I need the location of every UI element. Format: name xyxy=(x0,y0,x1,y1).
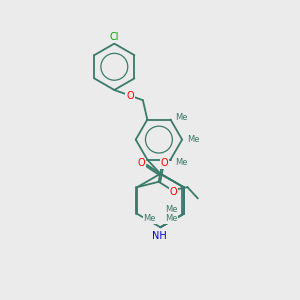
Text: Me: Me xyxy=(143,214,156,223)
Text: Me: Me xyxy=(187,135,200,144)
Text: Me: Me xyxy=(176,158,188,166)
Text: O: O xyxy=(170,187,177,196)
Text: O: O xyxy=(138,158,146,168)
Text: Cl: Cl xyxy=(110,32,119,42)
Text: NH: NH xyxy=(152,231,166,241)
Text: Me: Me xyxy=(165,205,177,214)
Text: O: O xyxy=(161,158,168,168)
Text: Me: Me xyxy=(165,214,177,223)
Text: O: O xyxy=(126,91,134,100)
Text: Me: Me xyxy=(176,112,188,122)
